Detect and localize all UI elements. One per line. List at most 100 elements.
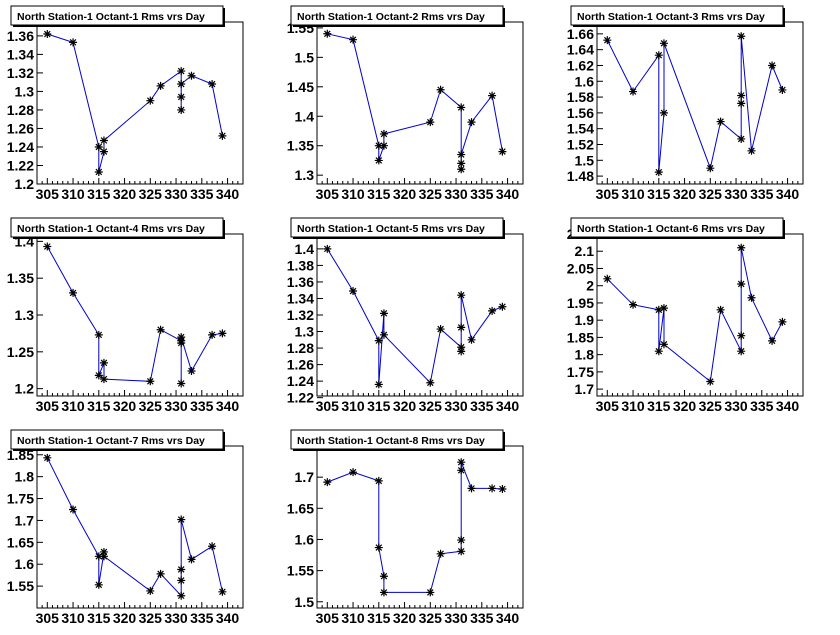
data-point: [426, 378, 435, 387]
y-tick-label: 1.3: [295, 167, 315, 183]
data-point: [498, 484, 507, 493]
data-point: [659, 39, 668, 48]
data-point: [177, 333, 186, 342]
y-tick-label: 1.55: [7, 578, 34, 594]
y-tick-label: 1.8: [15, 469, 35, 485]
data-point: [737, 331, 746, 340]
x-tick-label: 310: [341, 610, 365, 626]
data-point: [629, 300, 638, 309]
data-point: [99, 375, 108, 384]
y-tick-label: 1.22: [287, 390, 314, 406]
data-point: [94, 552, 103, 561]
data-point: [436, 325, 445, 334]
data-point: [716, 305, 725, 314]
x-tick-label: 325: [699, 398, 723, 414]
x-tick-label: 335: [470, 398, 494, 414]
data-point: [603, 36, 612, 45]
data-point: [488, 484, 497, 493]
x-tick-label: 305: [316, 186, 340, 202]
data-point: [99, 136, 108, 145]
plot-frame: [316, 21, 524, 185]
x-tick-label: 310: [621, 398, 645, 414]
y-tick-label: 1.55: [287, 563, 314, 579]
y-tick-label: 1.54: [567, 121, 594, 137]
x-tick-label: 315: [87, 398, 111, 414]
data-point: [146, 586, 155, 595]
data-point: [737, 134, 746, 143]
x-tick-label: 305: [316, 610, 340, 626]
chart-title: North Station-1 Octant-3 Rms vrs Day: [577, 11, 765, 23]
y-tick-label: 1.5: [575, 152, 595, 168]
data-point: [146, 96, 155, 105]
data-point: [498, 302, 507, 311]
plot-frame: [36, 21, 244, 185]
data-point: [43, 30, 52, 39]
x-tick-label: 320: [673, 398, 697, 414]
y-tick-label: 1.4: [295, 241, 315, 257]
x-tick-label: 335: [750, 398, 774, 414]
x-tick-label: 305: [596, 186, 620, 202]
y-tick-label: 1.34: [287, 290, 314, 306]
data-point: [706, 164, 715, 173]
title-box: [10, 217, 224, 238]
data-point: [768, 61, 777, 70]
x-tick-label: 310: [61, 398, 85, 414]
x-tick-label: 325: [699, 186, 723, 202]
data-point: [436, 85, 445, 94]
data-point: [629, 87, 638, 96]
data-point: [99, 547, 108, 556]
y-tick-label: 1.35: [287, 138, 314, 154]
y-tick-label: 1.36: [7, 28, 34, 44]
data-point: [737, 32, 746, 41]
data-point: [654, 305, 663, 314]
data-point: [457, 159, 466, 168]
data-point: [488, 91, 497, 100]
y-tick-label: 1.48: [567, 168, 594, 184]
chart-title: North Station-1 Octant-6 Rms vrs Day: [577, 223, 765, 235]
y-tick-label: 1.65: [7, 534, 34, 550]
data-point: [737, 91, 746, 100]
title-box: [570, 217, 784, 238]
plot-frame: [36, 445, 244, 609]
chart-title: North Station-1 Octant-5 Rms vrs Day: [297, 223, 485, 235]
x-tick-label: 330: [164, 186, 188, 202]
x-tick-label: 315: [367, 186, 391, 202]
y-tick-label: 1.36: [287, 274, 314, 290]
y-tick-label: 1.75: [7, 491, 34, 507]
data-point: [659, 340, 668, 349]
data-point: [747, 146, 756, 155]
data-point: [716, 117, 725, 126]
data-point: [379, 129, 388, 138]
data-point: [177, 105, 186, 114]
y-tick-label: 1.2: [15, 381, 35, 397]
chart-title: North Station-1 Octant-1 Rms vrs Day: [17, 11, 205, 23]
x-tick-label: 330: [444, 398, 468, 414]
y-tick-label: 1.66: [567, 26, 594, 42]
x-tick-label: 335: [190, 610, 214, 626]
data-point: [379, 309, 388, 318]
data-point: [99, 147, 108, 156]
y-tick-label: 1.24: [7, 139, 34, 155]
chart-title: North Station-1 Octant-8 Rms vrs Day: [297, 435, 485, 447]
data-point: [654, 51, 663, 60]
x-tick-label: 320: [673, 186, 697, 202]
y-tick-label: 1.4: [295, 108, 315, 124]
data-point: [43, 242, 52, 251]
x-tick-label: 315: [647, 186, 671, 202]
data-point: [94, 330, 103, 339]
data-point: [374, 380, 383, 389]
data-point: [43, 453, 52, 462]
x-tick-label: 340: [216, 186, 240, 202]
x-tick-label: 330: [724, 398, 748, 414]
data-point: [457, 323, 466, 332]
title-box: [10, 5, 224, 26]
y-tick-label: 1.28: [7, 102, 34, 118]
data-point: [69, 505, 78, 514]
y-tick-label: 1.58: [567, 89, 594, 105]
plot-frame: [316, 445, 524, 609]
data-point: [69, 38, 78, 47]
y-tick-label: 1.52: [567, 136, 594, 152]
data-point: [323, 29, 332, 38]
y-tick-label: 1.65: [287, 500, 314, 516]
x-tick-label: 305: [316, 398, 340, 414]
